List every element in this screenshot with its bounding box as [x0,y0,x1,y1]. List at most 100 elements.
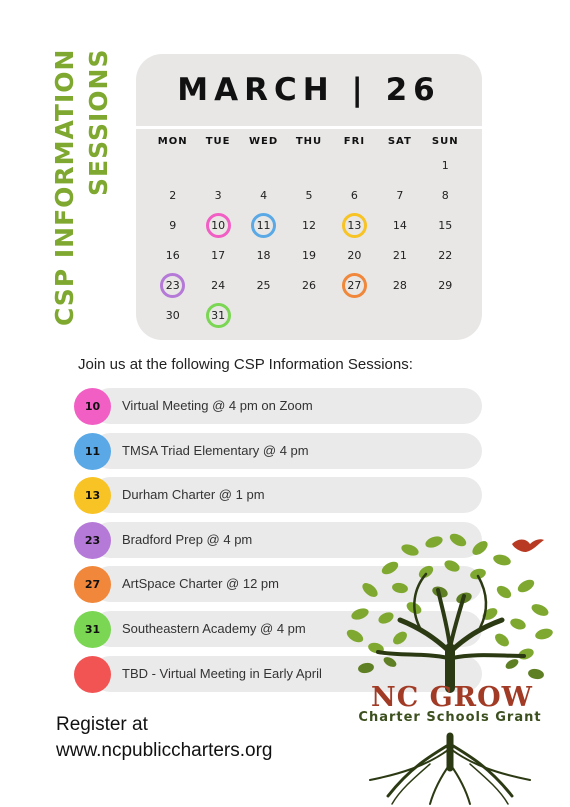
tree-logo-icon [346,533,553,805]
bird-icon [512,539,544,552]
calendar-day: 17 [195,240,240,270]
day-number: 15 [438,218,453,232]
session-label: ArtSpace Charter @ 12 pm [122,576,279,592]
register-url[interactable]: www.ncpubliccharters.org [56,740,273,761]
highlighted-day: 10 [205,212,231,238]
day-number [296,303,321,328]
calendar-day: 6 [332,180,377,210]
calendar-day: 19 [286,240,331,270]
day-number [251,153,276,178]
day-number [206,153,231,178]
day-number: 2 [169,188,177,202]
day-number [387,303,412,328]
calendar-day: 24 [195,270,240,300]
calendar-day: 9 [150,210,195,240]
highlighted-day: 23 [160,272,186,298]
calendar-day: 22 [423,240,468,270]
calendar-day: 13 [332,210,377,240]
calendar-day: 25 [241,270,286,300]
weekday-label: SUN [431,136,459,147]
register-label: Register at [56,714,148,735]
calendar-day: 10 [195,210,240,240]
session-date-badge: 31 [74,610,111,648]
session-item: 10 Virtual Meeting @ 4 pm on Zoom [74,388,482,425]
calendar-day [377,150,422,180]
calendar-day: 1 [423,150,468,180]
calendar-grid: 1 2 3 4 5 6 7 8 9 10 11 12 13 14 15 16 17 18 19 20 21 22 23 24 2… [150,150,468,330]
session-date-badge [74,655,111,693]
day-number: 9 [169,218,177,232]
calendar-day [241,150,286,180]
calendar-day: 29 [423,270,468,300]
day-number: 25 [256,278,271,292]
calendar-day: 4 [241,180,286,210]
weekday-label: FRI [343,136,366,147]
session-date-badge: 23 [74,521,111,559]
weekday-label: WED [248,136,279,147]
calendar-day: 27 [332,270,377,300]
day-number: 3 [214,188,222,202]
highlighted-day: 27 [341,272,367,298]
day-number: 30 [165,308,180,322]
day-number [342,303,367,328]
session-bar [92,566,482,603]
session-label: Southeastern Academy @ 4 pm [122,620,306,636]
day-number: 26 [301,278,316,292]
calendar-day [195,150,240,180]
session-item: 13 Durham Charter @ 1 pm [74,477,482,515]
day-number [342,153,367,178]
logo-name: NC GROW [371,682,533,713]
logo-subtitle: Charter Schools Grant [330,710,570,725]
session-date-badge: 13 [74,477,111,515]
day-number [251,303,276,328]
register-info: Register at www.ncpubliccharters.org [56,712,272,764]
calendar-day: 23 [150,270,195,300]
calendar-day: 5 [286,180,331,210]
day-number: 17 [211,248,226,262]
session-bar [92,388,482,424]
day-number: 4 [260,188,268,202]
calendar-day [286,150,331,180]
side-title: CSP INFORMATION SESSIONS [48,48,116,326]
session-label: Virtual Meeting @ 4 pm on Zoom [122,398,313,413]
calendar-title: MARCH | 26 [177,72,441,108]
calendar-day [150,150,195,180]
calendar-day: 15 [423,210,468,240]
day-number [160,153,185,178]
calendar-day [332,150,377,180]
calendar-divider [136,126,482,129]
calendar-day [377,300,422,330]
highlighted-day: 13 [341,212,367,238]
highlighted-day: 31 [205,302,231,328]
calendar-day: 18 [241,240,286,270]
session-label: TMSA Triad Elementary @ 4 pm [122,442,309,458]
calendar-day: 2 [150,180,195,210]
session-item: 11 TMSA Triad Elementary @ 4 pm [74,432,482,470]
day-number [433,303,458,328]
day-number: 14 [392,218,407,232]
session-date-badge: 11 [74,432,111,470]
calendar-day: 30 [150,300,195,330]
day-number [296,153,321,178]
day-number: 16 [165,248,180,262]
calendar-day: 28 [377,270,422,300]
weekday-label: MON [157,136,188,147]
calendar-day: 14 [377,210,422,240]
weekday-header: MON TUE WED THU FRI SAT SUN [150,136,468,147]
calendar-day [332,300,377,330]
session-item: 27 ArtSpace Charter @ 12 pm [74,566,482,604]
side-title-line1: CSP INFORMATION [50,48,79,326]
calendar-day: 8 [423,180,468,210]
day-number: 24 [211,278,226,292]
day-number: 7 [396,188,404,202]
weekday-label: TUE [205,136,231,147]
day-number: 28 [392,278,407,292]
day-number: 22 [438,248,453,262]
calendar-day: 7 [377,180,422,210]
weekday-label: THU [295,136,323,147]
day-number: 19 [301,248,316,262]
calendar-day: 21 [377,240,422,270]
day-number: 12 [301,218,316,232]
calendar-day [423,300,468,330]
